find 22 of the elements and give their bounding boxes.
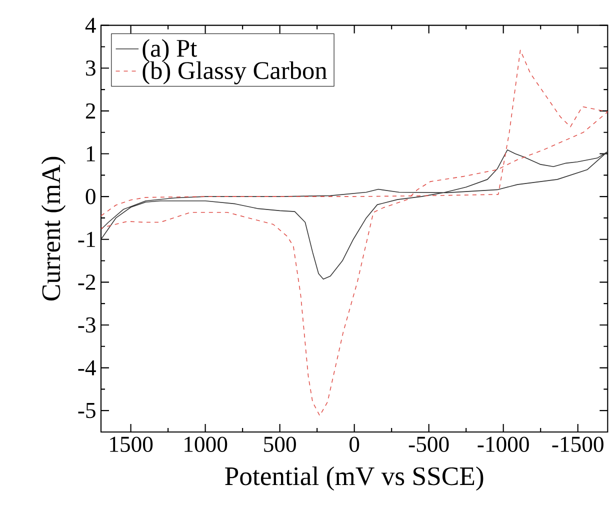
y-tick-label: -3 <box>78 317 96 333</box>
y-tick-label: -1 <box>78 232 95 247</box>
y-tick-label: -5 <box>78 403 96 418</box>
y-tick-label: 1 <box>86 146 95 162</box>
y-tick-label: 2 <box>86 103 96 118</box>
x-tick-label: 0 <box>350 436 360 452</box>
x-tick-label: -1500 <box>552 436 604 452</box>
y-tick-label: 3 <box>86 60 96 76</box>
legend-label: (b) Glassy Carbon <box>142 61 327 84</box>
y-tick-label: 0 <box>86 188 96 204</box>
y-tick-label: -2 <box>78 274 96 290</box>
x-tick-label: 1000 <box>184 436 228 452</box>
x-axis-title: Potential (mV vs SSCE) <box>225 466 484 491</box>
line-series <box>100 150 608 280</box>
x-tick-label: 500 <box>264 436 296 452</box>
x-tick-label: -1000 <box>478 436 529 452</box>
y-axis-title: Current (mA) <box>41 156 66 301</box>
y-tick-label: -4 <box>78 360 96 376</box>
x-tick-label: 1500 <box>110 436 153 452</box>
legend-label: (a) Pt <box>142 39 198 62</box>
y-tick-label: 4 <box>85 18 96 33</box>
x-tick-label: -500 <box>408 436 449 452</box>
